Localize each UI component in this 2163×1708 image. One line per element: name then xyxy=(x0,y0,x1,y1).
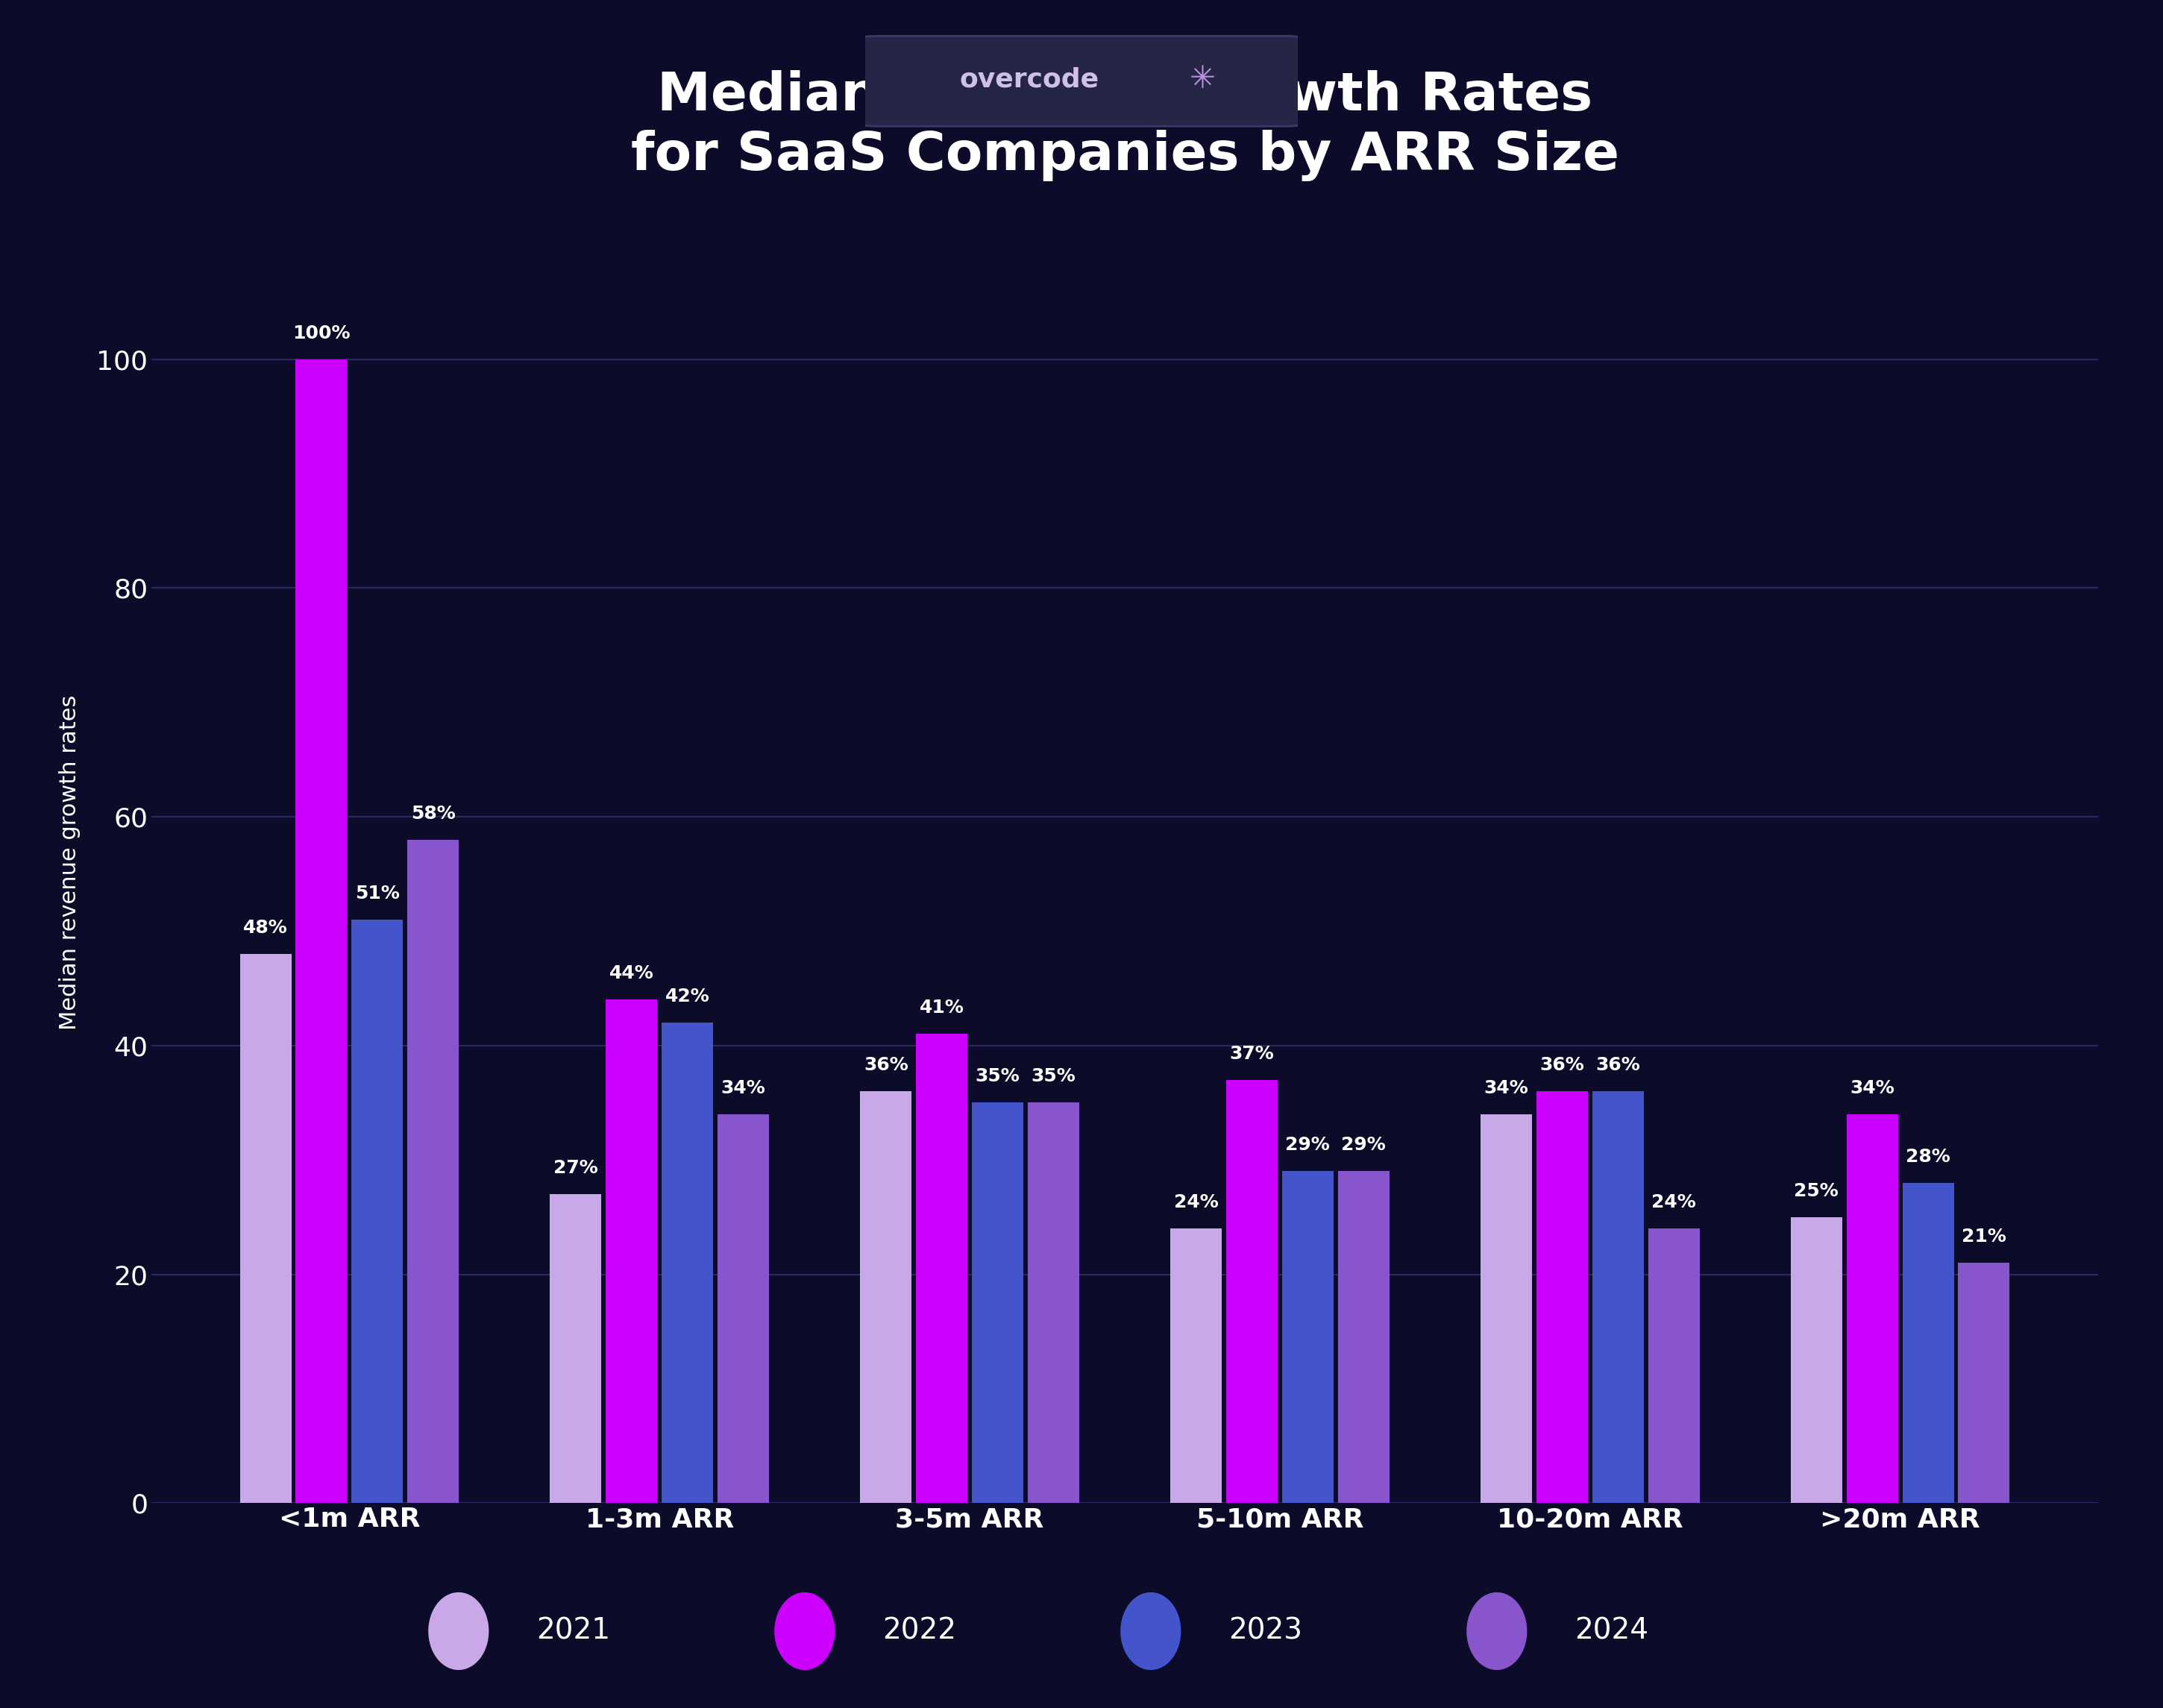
Bar xyxy=(861,1091,911,1503)
Text: 41%: 41% xyxy=(919,999,965,1016)
Ellipse shape xyxy=(774,1592,835,1670)
Text: 51%: 51% xyxy=(355,885,400,902)
Text: 2022: 2022 xyxy=(883,1617,956,1645)
Bar xyxy=(917,1033,967,1503)
Text: 24%: 24% xyxy=(1175,1194,1218,1211)
Bar xyxy=(296,359,346,1503)
Text: 25%: 25% xyxy=(1793,1182,1839,1201)
Bar xyxy=(1791,1218,1843,1503)
Text: 48%: 48% xyxy=(242,919,288,938)
Bar xyxy=(1536,1091,1588,1503)
Text: 44%: 44% xyxy=(610,965,653,982)
Text: 28%: 28% xyxy=(1906,1148,1951,1165)
Text: 21%: 21% xyxy=(1962,1228,2007,1245)
Ellipse shape xyxy=(428,1592,489,1670)
Text: 36%: 36% xyxy=(863,1056,908,1074)
Text: 34%: 34% xyxy=(720,1079,766,1097)
Bar xyxy=(1226,1079,1278,1503)
Bar xyxy=(662,1023,714,1503)
FancyBboxPatch shape xyxy=(852,36,1311,126)
Bar xyxy=(606,999,658,1503)
Text: 34%: 34% xyxy=(1849,1079,1895,1097)
Bar xyxy=(549,1194,601,1503)
Text: 35%: 35% xyxy=(976,1068,1021,1086)
Bar xyxy=(1339,1172,1389,1503)
Bar xyxy=(353,919,402,1503)
Bar xyxy=(1958,1262,2009,1503)
Text: 100%: 100% xyxy=(292,325,350,342)
Text: ✳: ✳ xyxy=(1190,63,1216,96)
Text: 24%: 24% xyxy=(1653,1194,1696,1211)
Ellipse shape xyxy=(1120,1592,1181,1670)
Bar xyxy=(1283,1172,1332,1503)
Text: 37%: 37% xyxy=(1229,1045,1274,1062)
Text: overcode: overcode xyxy=(960,67,1099,92)
Text: 42%: 42% xyxy=(666,987,709,1006)
Text: 27%: 27% xyxy=(554,1160,597,1177)
Bar xyxy=(1903,1182,1953,1503)
Bar xyxy=(1592,1091,1644,1503)
Bar xyxy=(407,840,459,1503)
Ellipse shape xyxy=(1467,1592,1527,1670)
Text: 58%: 58% xyxy=(411,804,456,823)
Y-axis label: Median revenue growth rates: Median revenue growth rates xyxy=(58,695,80,1030)
Text: 35%: 35% xyxy=(1032,1068,1075,1086)
Bar xyxy=(1482,1114,1531,1503)
Bar xyxy=(1027,1103,1079,1503)
Text: 34%: 34% xyxy=(1484,1079,1529,1097)
Bar xyxy=(1170,1228,1222,1503)
Bar xyxy=(1847,1114,1897,1503)
Text: 36%: 36% xyxy=(1596,1056,1640,1074)
Bar xyxy=(718,1114,768,1503)
Bar xyxy=(1648,1228,1700,1503)
Bar xyxy=(240,955,292,1503)
Text: 29%: 29% xyxy=(1285,1136,1330,1155)
Text: 36%: 36% xyxy=(1540,1056,1583,1074)
Text: 2024: 2024 xyxy=(1575,1617,1648,1645)
Text: 29%: 29% xyxy=(1341,1136,1386,1155)
Text: 2021: 2021 xyxy=(536,1617,610,1645)
Bar xyxy=(971,1103,1023,1503)
Title: Median Revenue Growth Rates
for SaaS Companies by ARR Size: Median Revenue Growth Rates for SaaS Com… xyxy=(632,70,1618,181)
Text: 2023: 2023 xyxy=(1229,1617,1302,1645)
